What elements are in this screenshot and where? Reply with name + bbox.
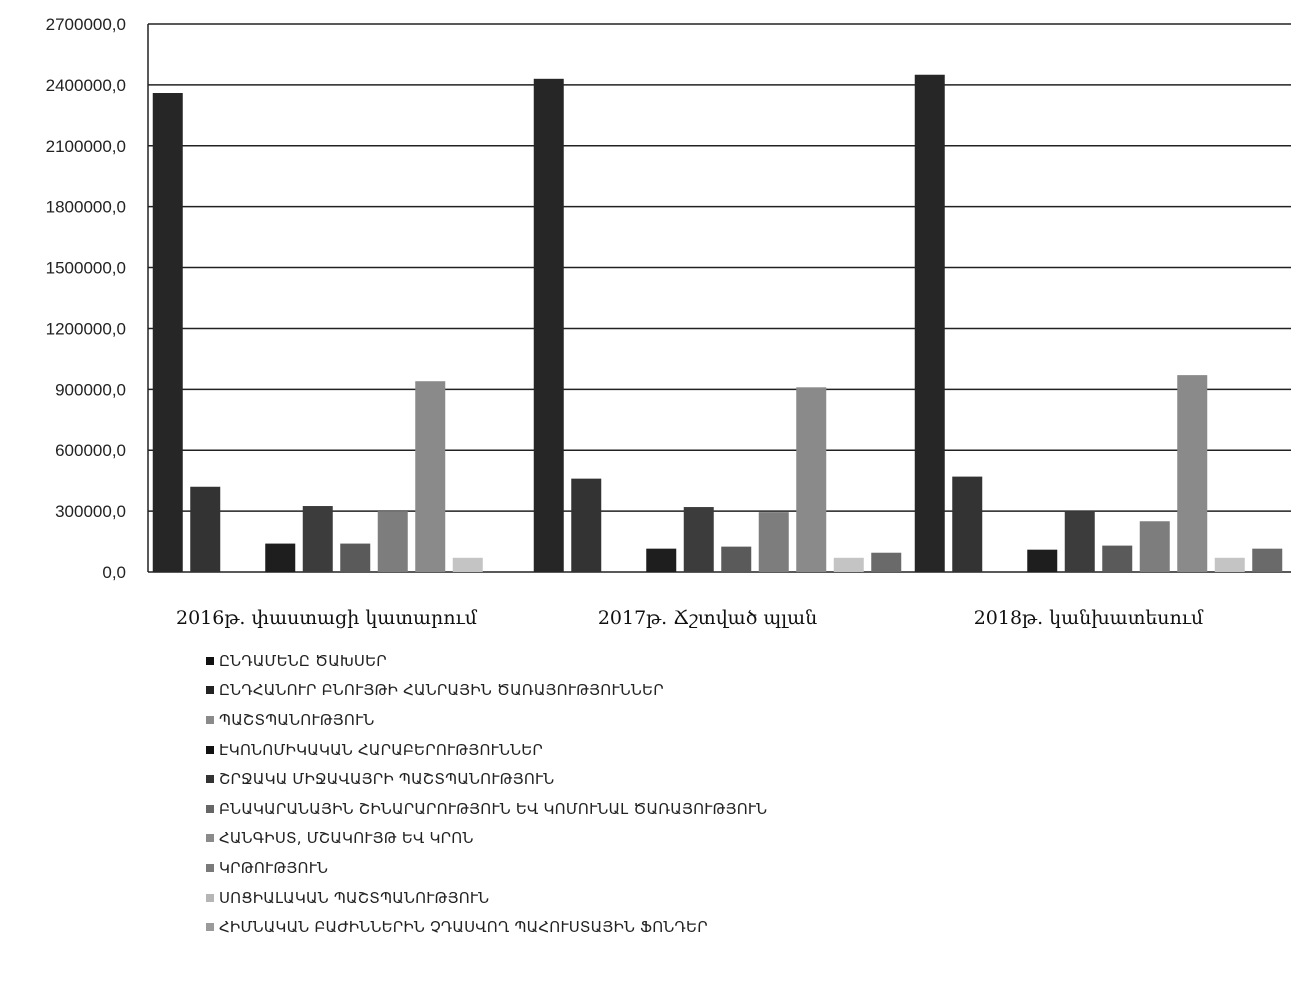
legend-swatch — [206, 715, 214, 724]
bar — [914, 74, 945, 573]
bar — [683, 507, 714, 572]
y-tick-label: 300000,0 — [55, 502, 126, 521]
x-category-label: 2018թ. կանխատեսում — [974, 607, 1204, 629]
legend-label: ՍՈՑԻԱԼԱԿԱՆ ՊԱՇՏՊԱՆՈՒԹՅՈՒՆ — [219, 888, 490, 907]
y-tick-label: 2700000,0 — [46, 15, 126, 34]
bar — [1102, 545, 1133, 572]
legend-item: ՇՐՋԱԿԱ ՄԻՋԱՎԱՅՐԻ ՊԱՇՏՊԱՆՈՒԹՅՈՒՆ — [206, 764, 767, 794]
bar — [796, 387, 827, 572]
legend-label: ԲՆԱԿԱՐԱՆԱՅԻՆ ՇԻՆԱՐԱՐՈՒԹՅՈՒՆ ԵՎ ԿՈՄՈՒՆԱԼ … — [219, 799, 768, 818]
bar — [758, 512, 789, 572]
bar — [533, 78, 564, 573]
legend-swatch — [206, 804, 214, 813]
bar — [952, 476, 983, 572]
legend-item: ԷԿՈՆՈՄԻԿԱԿԱՆ ՀԱՐԱԲԵՐՈՒԹՅՈՒՆՆԵՐ — [206, 735, 767, 765]
bar — [265, 543, 296, 572]
legend-swatch — [206, 775, 214, 784]
y-tick-label: 1200000,0 — [46, 319, 126, 338]
y-tick-label: 1500000,0 — [46, 259, 126, 278]
bar — [1214, 557, 1245, 572]
bar — [1139, 521, 1170, 572]
legend-swatch — [206, 656, 214, 665]
legend-label: ՀԻՄՆԱԿԱՆ ԲԱԺԻՆՆԵՐԻՆ ՉԴԱՍՎՈՂ ՊԱՀՈՒՍՏԱՅԻՆ … — [219, 918, 708, 937]
legend-item: ԲՆԱԿԱՐԱՆԱՅԻՆ ՇԻՆԱՐԱՐՈՒԹՅՈՒՆ ԵՎ ԿՈՄՈՒՆԱԼ … — [206, 794, 767, 824]
y-tick-label: 900000,0 — [55, 380, 126, 399]
y-tick-label: 600000,0 — [55, 441, 126, 460]
legend-item: ՀԱՆԳԻՍՏ, ՄՇԱԿՈՒՅԹ ԵՎ ԿՐՈՆ — [206, 824, 767, 854]
bar — [452, 557, 483, 572]
legend-label: ՇՐՋԱԿԱ ՄԻՋԱՎԱՅՐԻ ՊԱՇՏՊԱՆՈՒԹՅՈՒՆ — [219, 770, 555, 789]
legend-item: ԸՆԴԱՄԵՆԸ ԾԱԽՍԵՐ — [206, 646, 767, 676]
x-category-label: 2016թ. փաստացի կատարում — [176, 607, 478, 629]
bar — [152, 93, 183, 572]
bar — [340, 543, 371, 572]
bar-chart: 0,0 300000,0 600000,0 900000,0 1200000,0 1500… — [46, 15, 1291, 629]
bar — [1177, 375, 1208, 572]
bar — [1252, 548, 1283, 572]
legend-label: ԸՆԴԱՄԵՆԸ ԾԱԽՍԵՐ — [219, 651, 387, 670]
bar — [415, 381, 446, 572]
legend-swatch — [206, 893, 214, 902]
legend-swatch — [206, 863, 214, 872]
legend-label: ՀԱՆԳԻՍՏ, ՄՇԱԿՈՒՅԹ ԵՎ ԿՐՈՆ — [219, 829, 474, 848]
bar — [646, 548, 677, 572]
legend-swatch — [206, 745, 214, 754]
bars — [152, 74, 1283, 573]
legend-label: ԸՆԴՀԱՆՈՒՐ ԲՆՈՒՅԹԻ ՀԱՆՐԱՅԻՆ ԾԱՌԱՅՈՒԹՅՈՒՆՆ… — [219, 681, 664, 700]
legend-label: ԿՐԹՈՒԹՅՈՒՆ — [219, 858, 329, 877]
bar — [377, 511, 408, 572]
bar — [871, 552, 902, 572]
legend-swatch — [206, 686, 214, 695]
bar — [302, 506, 333, 572]
y-tick-label: 0,0 — [102, 563, 126, 582]
bar — [833, 557, 864, 572]
y-tick-label: 1800000,0 — [46, 198, 126, 217]
x-category-label: 2017թ. Ճշտված պլան — [598, 607, 817, 629]
x-axis-categories: 2016թ. փաստացի կատարում 2017թ. Ճշտված պլա… — [176, 607, 1204, 629]
legend-swatch — [206, 923, 214, 932]
legend-item: ԸՆԴՀԱՆՈՒՐ ԲՆՈՒՅԹԻ ՀԱՆՐԱՅԻՆ ԾԱՌԱՅՈՒԹՅՈՒՆՆ… — [206, 676, 767, 706]
legend-label: ՊԱՇՏՊԱՆՈՒԹՅՈՒՆ — [219, 710, 375, 729]
bar — [571, 478, 602, 572]
legend-swatch — [206, 834, 214, 843]
bar — [190, 486, 221, 572]
legend-item: ՍՈՑԻԱԼԱԿԱՆ ՊԱՇՏՊԱՆՈՒԹՅՈՒՆ — [206, 883, 767, 913]
legend-label: ԷԿՈՆՈՄԻԿԱԿԱՆ ՀԱՐԱԲԵՐՈՒԹՅՈՒՆՆԵՐ — [219, 740, 543, 759]
legend: ԸՆԴԱՄԵՆԸ ԾԱԽՍԵՐ ԸՆԴՀԱՆՈՒՐ ԲՆՈՒՅԹԻ ՀԱՆՐԱՅԻ… — [206, 646, 767, 942]
y-axis-ticks: 0,0 300000,0 600000,0 900000,0 1200000,0 1500… — [46, 15, 126, 582]
bar — [1027, 549, 1058, 572]
gridlines — [147, 23, 1291, 573]
legend-item: ՀԻՄՆԱԿԱՆ ԲԱԺԻՆՆԵՐԻՆ ՉԴԱՍՎՈՂ ՊԱՀՈՒՍՏԱՅԻՆ … — [206, 912, 767, 942]
legend-item: ՊԱՇՏՊԱՆՈՒԹՅՈՒՆ — [206, 705, 767, 735]
y-tick-label: 2400000,0 — [46, 76, 126, 95]
y-tick-label: 2100000,0 — [46, 137, 126, 156]
legend-item: ԿՐԹՈՒԹՅՈՒՆ — [206, 853, 767, 883]
bar — [721, 546, 752, 572]
bar — [1064, 511, 1095, 572]
